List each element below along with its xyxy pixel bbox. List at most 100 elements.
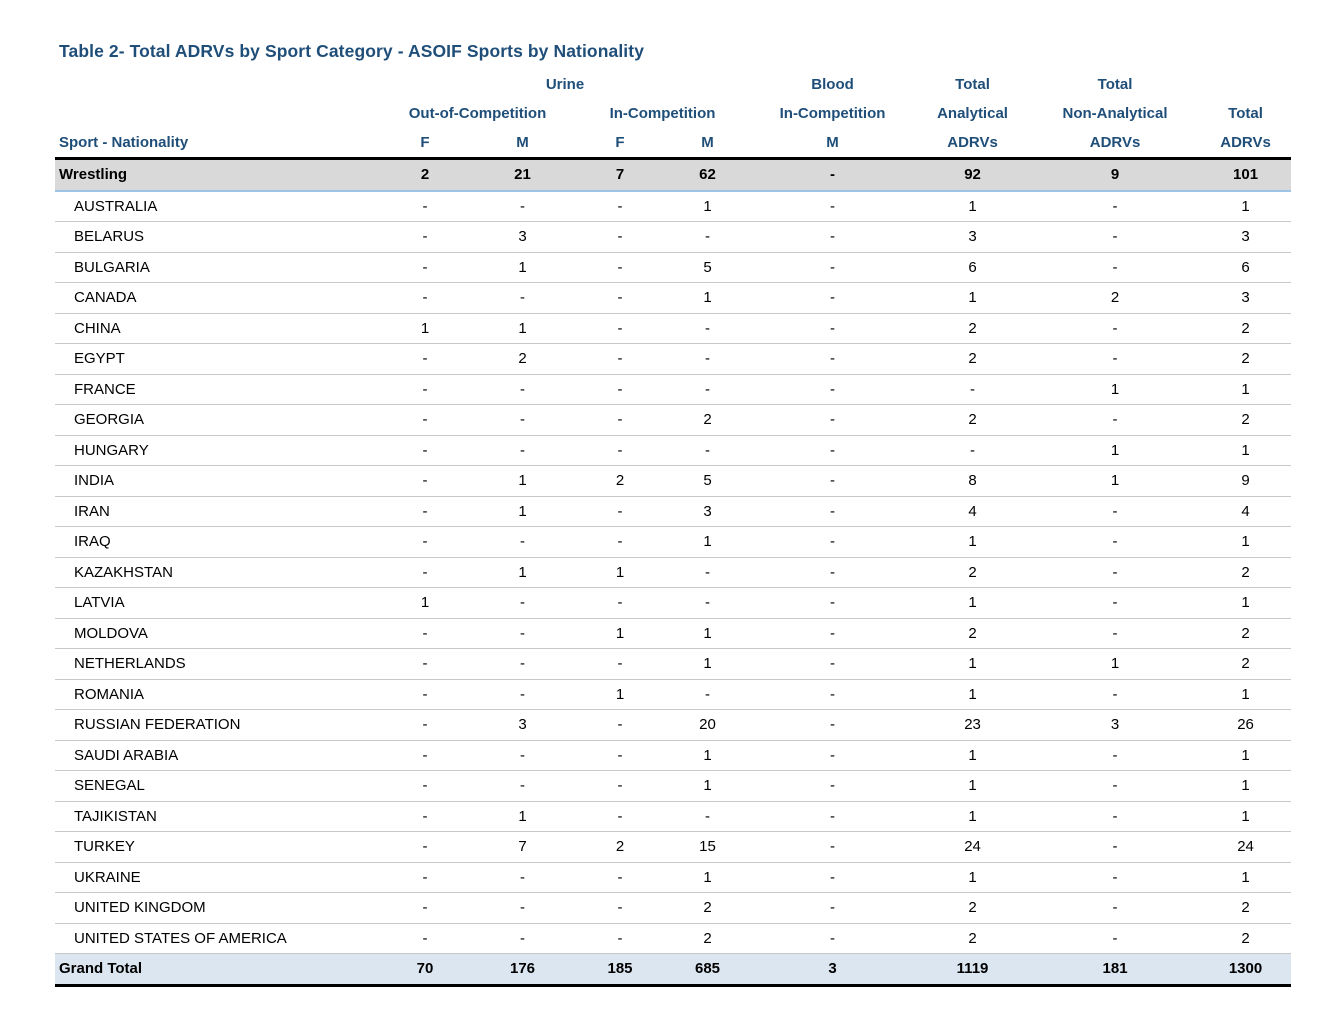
- cell-value: 2: [1200, 557, 1292, 588]
- row-label: CHINA: [55, 313, 380, 344]
- column-header-ooc-m: M: [470, 128, 575, 160]
- cell-value: -: [470, 618, 575, 649]
- cell-value: -: [665, 374, 751, 405]
- cell-value: 26: [1200, 709, 1292, 741]
- cell-value: -: [1030, 587, 1201, 619]
- cell-value: 1: [1200, 587, 1292, 619]
- cell-value: 20: [665, 709, 751, 741]
- column-header-analytical-adrvs: ADRVs: [915, 128, 1031, 160]
- cell-value: 1300: [1200, 953, 1292, 987]
- table-row-country: BELARUS -3- - -3-3: [55, 221, 1292, 253]
- row-label: MOLDOVA: [55, 618, 380, 649]
- cell-value: 1: [915, 740, 1031, 771]
- cell-value: -: [750, 343, 916, 375]
- cell-value: 2: [915, 404, 1031, 436]
- cell-value: 4: [1200, 496, 1292, 527]
- cell-value: 1: [470, 801, 575, 832]
- cell-value: 1: [575, 557, 665, 588]
- header-in-competition: In-Competition: [609, 105, 716, 122]
- cell-value: 5: [665, 465, 751, 497]
- cell-value: -: [665, 435, 751, 466]
- row-label: TAJIKISTAN: [55, 801, 380, 832]
- cell-value: 2: [1030, 282, 1201, 314]
- cell-value: 1: [1030, 465, 1201, 497]
- cell-value: -: [750, 404, 916, 436]
- cell-value: 2: [1200, 313, 1292, 344]
- table-row-country: SAUDI ARABIA - - -1-1-1: [55, 740, 1292, 771]
- cell-value: 1: [665, 740, 751, 771]
- table-row-country: NETHERLANDS - - -1-1 1 2: [55, 648, 1292, 680]
- cell-value: -: [575, 435, 665, 466]
- row-label: CANADA: [55, 282, 380, 314]
- cell-value: 1: [1200, 862, 1292, 893]
- cell-value: 2: [470, 343, 575, 375]
- cell-value: -: [750, 831, 916, 863]
- cell-value: 2: [665, 923, 751, 954]
- row-label: HUNGARY: [55, 435, 380, 466]
- cell-value: 1: [915, 801, 1031, 832]
- cell-value: 3: [470, 709, 575, 741]
- cell-value: 1: [1200, 526, 1292, 558]
- cell-value: 1: [470, 496, 575, 527]
- cell-value: -: [750, 158, 916, 192]
- cell-value: 1: [665, 648, 751, 680]
- cell-value: -: [1030, 679, 1201, 710]
- cell-value: -: [665, 221, 751, 253]
- row-label: BELARUS: [55, 221, 380, 253]
- cell-value: 1: [915, 648, 1031, 680]
- cell-value: -: [1030, 190, 1201, 222]
- table-row-country: GEORGIA - - -2-2-2: [55, 404, 1292, 436]
- cell-value: -: [665, 801, 751, 832]
- cell-value: -: [470, 679, 575, 710]
- cell-value: 1: [665, 526, 751, 558]
- cell-value: 101: [1200, 158, 1292, 192]
- cell-value: 1: [575, 618, 665, 649]
- cell-value: -: [1030, 404, 1201, 436]
- column-header-ooc-f: F: [380, 128, 470, 160]
- header-analytical: Analytical: [937, 105, 1008, 122]
- cell-value: -: [470, 374, 575, 405]
- cell-value: -: [750, 252, 916, 283]
- row-label: TURKEY: [55, 831, 380, 863]
- table-row-country: AUSTRALIA - - -1-1-1: [55, 190, 1292, 222]
- cell-value: 1: [915, 862, 1031, 893]
- cell-value: -: [380, 557, 470, 588]
- column-header-total-adrvs: ADRVs: [1200, 128, 1292, 160]
- table-body: Wrestling 2 21 7 62-92 9 101 AUSTRALIA - - -1-1-1 B…: [55, 158, 1292, 987]
- cell-value: 1: [665, 618, 751, 649]
- cell-value: 2: [1200, 343, 1292, 375]
- cell-value: -: [575, 801, 665, 832]
- cell-value: 7: [575, 158, 665, 192]
- cell-value: 2: [1200, 404, 1292, 436]
- table-row-country: CHINA 1 1- - -2-2: [55, 313, 1292, 344]
- cell-value: 1119: [915, 953, 1031, 987]
- cell-value: -: [750, 496, 916, 527]
- cell-value: 2: [380, 158, 470, 192]
- table-row-country: HUNGARY - - - - - -1 1: [55, 435, 1292, 466]
- cell-value: 6: [1200, 252, 1292, 283]
- cell-value: 2: [575, 465, 665, 497]
- cell-value: -: [380, 648, 470, 680]
- adrv-table: Urine Blood Total Total Out-of-Competiti…: [55, 70, 1292, 987]
- cell-value: 24: [915, 831, 1031, 863]
- cell-value: -: [380, 770, 470, 802]
- row-label: INDIA: [55, 465, 380, 497]
- cell-value: 1: [665, 282, 751, 314]
- table-row-sport: Wrestling 2 21 7 62-92 9 101: [55, 158, 1292, 192]
- cell-value: -: [750, 435, 916, 466]
- cell-value: 2: [915, 343, 1031, 375]
- cell-value: 3: [1200, 282, 1292, 314]
- cell-value: -: [915, 374, 1031, 405]
- cell-value: -: [750, 892, 916, 924]
- cell-value: -: [665, 313, 751, 344]
- cell-value: -: [1030, 770, 1201, 802]
- row-label: IRAN: [55, 496, 380, 527]
- cell-value: 92: [915, 158, 1031, 192]
- cell-value: -: [575, 648, 665, 680]
- cell-value: -: [575, 343, 665, 375]
- cell-value: -: [575, 740, 665, 771]
- table-row-country: BULGARIA -1-5-6-6: [55, 252, 1292, 283]
- cell-value: -: [1030, 831, 1201, 863]
- table-row-country: INDIA -1 2 5-8 1 9: [55, 465, 1292, 497]
- cell-value: -: [380, 709, 470, 741]
